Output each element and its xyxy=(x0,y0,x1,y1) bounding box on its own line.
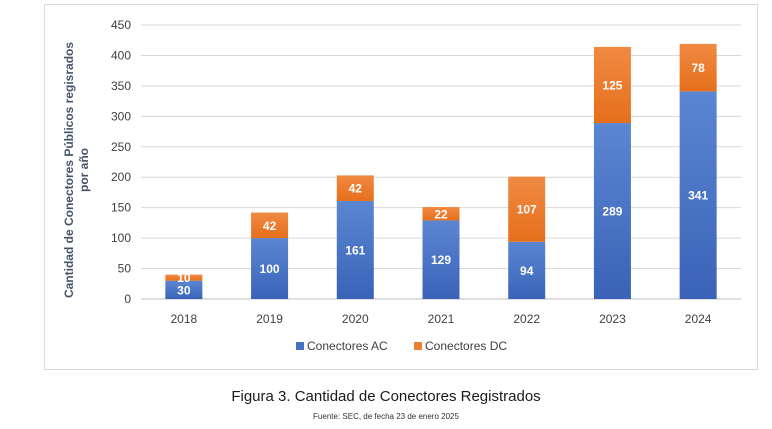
figure-source: Fuente: SEC, de fecha 23 de enero 2025 xyxy=(313,412,459,421)
data-label: 289 xyxy=(602,205,622,219)
bars xyxy=(165,43,717,299)
figure-caption: Figura 3. Cantidad de Conectores Registr… xyxy=(231,388,541,405)
y-tick-label: 450 xyxy=(111,18,131,32)
bar-dc xyxy=(593,46,631,124)
y-tick-label: 300 xyxy=(111,109,131,123)
data-label: 42 xyxy=(263,219,277,233)
legend-label: Conectores DC xyxy=(425,339,507,353)
data-label: 94 xyxy=(520,264,534,278)
y-tick-label: 0 xyxy=(124,292,131,306)
x-tick-label: 2023 xyxy=(599,312,626,326)
x-tick-label: 2021 xyxy=(428,312,455,326)
data-label: 107 xyxy=(517,203,537,217)
legend-swatch xyxy=(296,342,304,350)
bar-dc xyxy=(508,176,546,242)
y-tick-label: 50 xyxy=(118,262,132,276)
data-label: 161 xyxy=(345,243,365,257)
x-tick-label: 2019 xyxy=(256,312,283,326)
gridlines xyxy=(141,24,741,300)
y-axis-ticks: 0 50 100 150 200 250 300 350 400 450 xyxy=(111,18,131,306)
bar-dc xyxy=(336,175,374,201)
x-tick-label: 2024 xyxy=(685,312,712,326)
bar-dc xyxy=(165,274,203,281)
y-axis-label: Cantidad de Conectores Públicos regisrad… xyxy=(62,42,91,298)
y-tick-label: 350 xyxy=(111,79,131,93)
data-label: 10 xyxy=(177,271,191,285)
y-tick-label: 250 xyxy=(111,140,131,154)
y-axis-title: Cantidad de Conectores Públicos regisrad… xyxy=(62,42,91,298)
x-axis-ticks: 2018 2019 2020 2021 2022 2023 2024 xyxy=(171,312,712,326)
bar-ac xyxy=(508,241,546,299)
bar-dc xyxy=(251,212,289,239)
x-tick-label: 2018 xyxy=(171,312,198,326)
data-label: 100 xyxy=(260,262,280,276)
bar-ac xyxy=(422,220,460,299)
y-tick-label: 400 xyxy=(111,48,131,62)
legend: Conectores AC Conectores DC xyxy=(296,339,507,353)
bar-dc xyxy=(679,43,717,92)
bar-ac xyxy=(336,200,374,299)
data-label: 341 xyxy=(688,189,708,203)
y-tick-label: 100 xyxy=(111,231,131,245)
data-label: 78 xyxy=(691,61,705,75)
bar-ac xyxy=(593,123,631,299)
y-tick-label: 150 xyxy=(111,201,131,215)
data-label: 125 xyxy=(602,78,622,92)
data-label: 30 xyxy=(177,283,191,297)
x-tick-label: 2022 xyxy=(513,312,540,326)
legend-label: Conectores AC xyxy=(307,339,388,353)
bar-ac xyxy=(165,280,203,299)
bar-ac xyxy=(679,91,717,299)
data-label: 42 xyxy=(349,182,363,196)
y-tick-label: 200 xyxy=(111,170,131,184)
data-label: 22 xyxy=(434,207,448,221)
data-label: 129 xyxy=(431,253,451,267)
bar-dc xyxy=(422,207,460,221)
legend-swatch xyxy=(414,342,422,350)
chart-frame: 0 50 100 150 200 250 300 350 400 450 30 10 100 42 161… xyxy=(44,4,758,370)
bar-ac xyxy=(251,238,289,299)
x-tick-label: 2020 xyxy=(342,312,369,326)
